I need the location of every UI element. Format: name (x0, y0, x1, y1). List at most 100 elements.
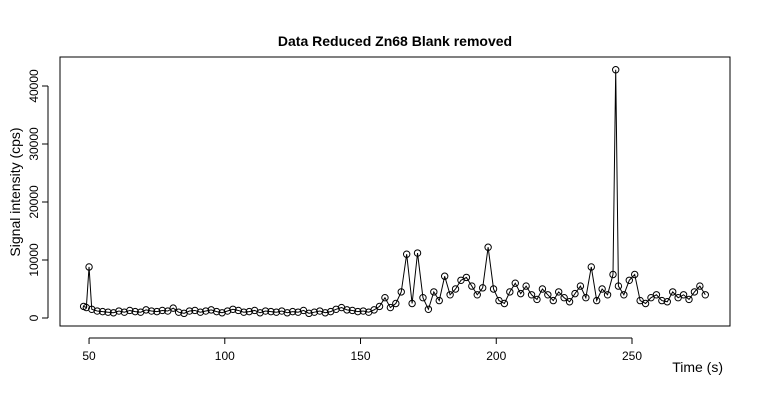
data-point (663, 298, 671, 306)
data-point (218, 309, 226, 317)
data-point (169, 304, 177, 312)
data-point (679, 291, 688, 299)
data-point (240, 308, 248, 316)
data-point (522, 282, 530, 290)
data-point (234, 306, 243, 315)
data-point (614, 282, 623, 290)
data-point (430, 288, 438, 296)
data-point (212, 307, 221, 316)
data-point (267, 307, 275, 316)
data-point (261, 307, 270, 315)
data-point (305, 309, 313, 318)
data-point (359, 307, 367, 315)
data-point (696, 282, 704, 290)
y-tick-label: 30000 (27, 127, 41, 161)
data-point (587, 263, 595, 271)
data-point (115, 307, 123, 315)
data-point (174, 308, 183, 316)
data-point (593, 296, 601, 305)
data-point (468, 282, 476, 290)
x-axis-label: Time (s) (672, 359, 723, 375)
data-point (278, 307, 286, 315)
data-point (582, 293, 590, 302)
data-point (354, 307, 362, 316)
data-point (191, 306, 199, 315)
data-point (196, 308, 205, 316)
x-tick-label: 200 (486, 349, 506, 363)
data-point (413, 249, 422, 257)
data-point (478, 284, 487, 292)
data-point (612, 66, 620, 74)
data-point (348, 306, 357, 315)
data-point (375, 302, 384, 311)
data-point (473, 291, 481, 299)
data-point (424, 305, 433, 313)
data-point (153, 307, 161, 316)
data-point (571, 289, 579, 298)
data-point (701, 291, 709, 299)
data-point (272, 308, 281, 316)
data-point (598, 285, 606, 293)
data-point (440, 272, 449, 280)
data-point (435, 296, 443, 305)
data-point (332, 305, 340, 313)
data-point (131, 307, 139, 316)
data-point (669, 288, 677, 296)
data-point (516, 289, 525, 298)
data-point (685, 295, 693, 304)
data-point (310, 308, 319, 316)
data-point (104, 308, 112, 316)
data-point (489, 285, 498, 293)
data-point (120, 308, 129, 316)
data-point (620, 291, 628, 299)
data-point (98, 307, 107, 316)
data-point (549, 296, 557, 305)
data-point (256, 309, 264, 317)
data-point (202, 307, 210, 315)
data-point (408, 299, 416, 308)
data-point (603, 291, 612, 299)
data-point (283, 309, 291, 317)
data-point (88, 305, 96, 313)
data-line (83, 69, 706, 314)
data-point (500, 299, 509, 308)
data-point (142, 306, 150, 314)
data-point (658, 296, 666, 305)
data-point (527, 291, 536, 299)
data-point (419, 293, 427, 302)
data-point (229, 305, 237, 313)
data-point (402, 250, 411, 258)
plot-frame (59, 56, 731, 327)
data-point (381, 293, 389, 302)
y-tick-label: 40000 (27, 69, 41, 103)
data-point (544, 291, 552, 299)
data-point (392, 299, 400, 308)
data-point (321, 309, 329, 317)
data-point (147, 307, 156, 315)
data-point (109, 309, 118, 317)
data-point (538, 285, 547, 293)
data-point (294, 308, 302, 316)
y-axis-label: Signal intensity (cps) (7, 127, 23, 256)
x-tick-label: 250 (622, 349, 642, 363)
data-point (343, 306, 351, 314)
data-point (641, 299, 650, 308)
data-point (288, 307, 297, 316)
data-point (506, 288, 514, 296)
data-point (93, 307, 101, 315)
data-point (451, 285, 460, 293)
chart-title: Data Reduced Zn68 Blank removed (278, 33, 512, 49)
x-tick-label: 50 (82, 349, 96, 363)
x-tick-label: 150 (351, 349, 371, 363)
data-point (631, 270, 639, 279)
data-point (484, 243, 492, 251)
data-point (316, 307, 324, 315)
data-point (185, 307, 194, 315)
data-point (370, 306, 378, 314)
x-tick-label: 100 (215, 349, 235, 363)
data-point (126, 306, 134, 315)
data-point (82, 303, 91, 312)
y-tick-label: 0 (27, 314, 41, 321)
data-point (207, 306, 215, 314)
